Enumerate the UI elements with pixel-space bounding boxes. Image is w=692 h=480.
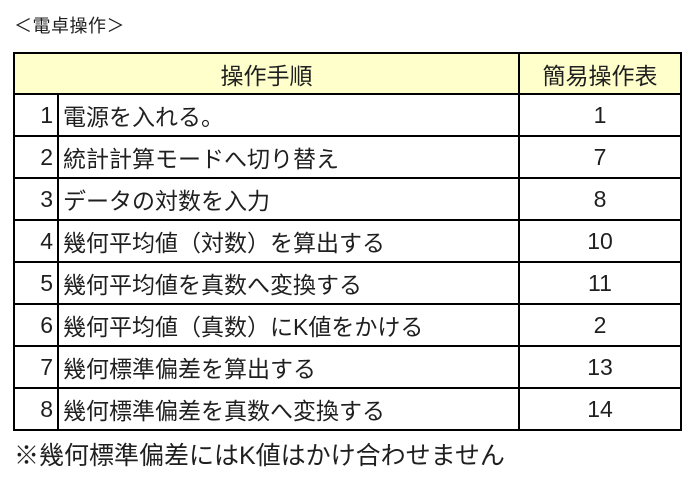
table-row: 4 幾何平均値（対数）を算出する 10: [13, 219, 682, 263]
quick-ref-cell: 7: [518, 135, 682, 179]
footnote: ※幾何標準偏差にはK値はかけ合わせません: [14, 442, 505, 470]
table-row: 3 データの対数を入力 8: [13, 177, 682, 221]
step-number-cell: 2: [13, 135, 59, 179]
quick-ref-cell: 11: [518, 261, 682, 305]
step-description-cell: 幾何標準偏差を算出する: [57, 345, 520, 389]
step-number-cell: 6: [13, 303, 59, 347]
step-number-cell: 5: [13, 261, 59, 305]
step-description-cell: データの対数を入力: [57, 177, 520, 221]
step-number-cell: 3: [13, 177, 59, 221]
step-description-cell: 幾何平均値を真数へ変換する: [57, 261, 520, 305]
table-row: 8 幾何標準偏差を真数へ変換する 14: [13, 387, 682, 431]
step-number-cell: 4: [13, 219, 59, 263]
quick-ref-cell: 8: [518, 177, 682, 221]
page-title: ＜電卓操作＞: [14, 16, 125, 36]
step-number-cell: 7: [13, 345, 59, 389]
table-body: 1 電源を入れる。 1 2 統計計算モードへ切り替え 7 3 データの対数を入力…: [13, 93, 682, 431]
step-description-cell: 幾何平均値（真数）にK値をかける: [57, 303, 520, 347]
step-description-cell: 幾何標準偏差を真数へ変換する: [57, 387, 520, 431]
step-description-cell: 電源を入れる。: [57, 93, 520, 137]
quick-ref-cell: 14: [518, 387, 682, 431]
header-quick-ref: 簡易操作表: [518, 52, 682, 95]
header-procedure: 操作手順: [13, 52, 520, 95]
table-header-row: 操作手順 簡易操作表: [13, 52, 682, 95]
quick-ref-cell: 10: [518, 219, 682, 263]
quick-ref-cell: 2: [518, 303, 682, 347]
table-row: 5 幾何平均値を真数へ変換する 11: [13, 261, 682, 305]
step-description-cell: 統計計算モードへ切り替え: [57, 135, 520, 179]
step-number-cell: 1: [13, 93, 59, 137]
table-row: 7 幾何標準偏差を算出する 13: [13, 345, 682, 389]
table-row: 1 電源を入れる。 1: [13, 93, 682, 137]
quick-ref-cell: 1: [518, 93, 682, 137]
operation-table: 操作手順 簡易操作表 1 電源を入れる。 1 2 統計計算モードへ切り替え 7 …: [13, 52, 682, 431]
table-row: 6 幾何平均値（真数）にK値をかける 2: [13, 303, 682, 347]
table-row: 2 統計計算モードへ切り替え 7: [13, 135, 682, 179]
step-description-cell: 幾何平均値（対数）を算出する: [57, 219, 520, 263]
quick-ref-cell: 13: [518, 345, 682, 389]
step-number-cell: 8: [13, 387, 59, 431]
